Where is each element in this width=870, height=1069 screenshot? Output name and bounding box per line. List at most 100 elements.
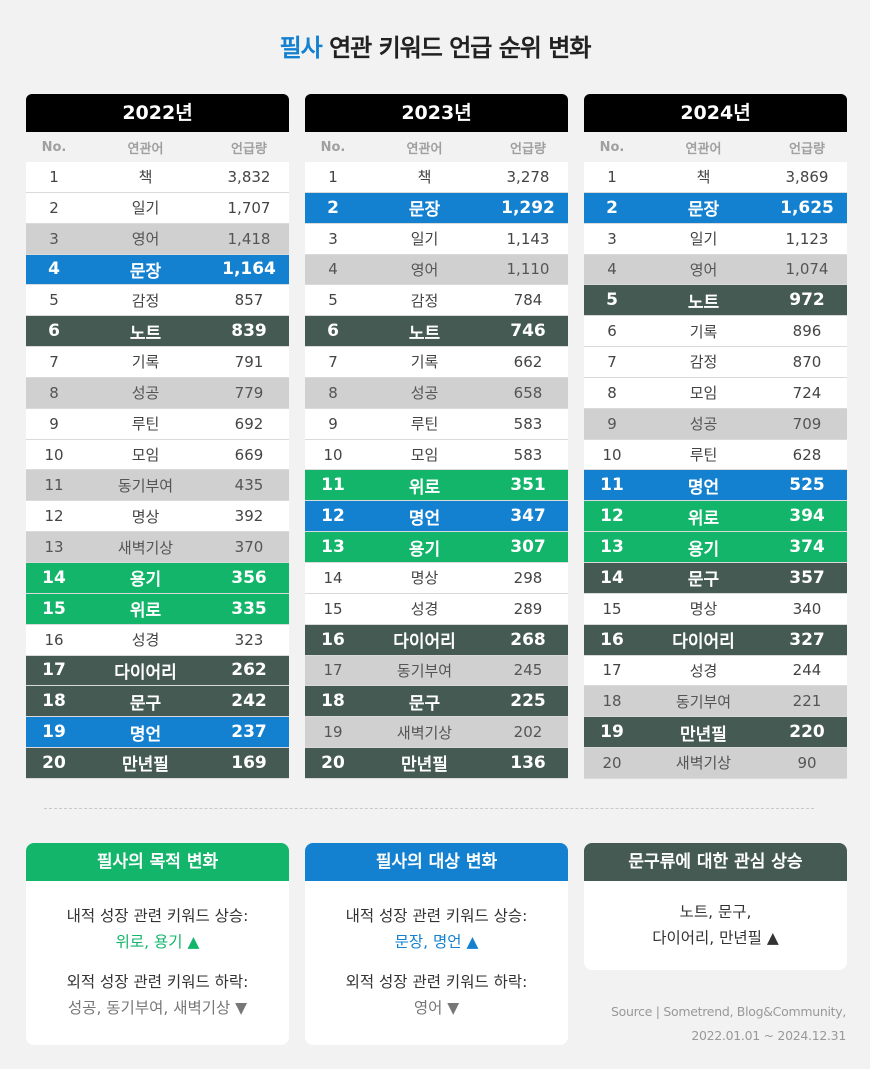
- count-cell: 628: [792, 445, 822, 464]
- rank-cell: 13: [600, 537, 624, 558]
- table-row: 10 루틴 628: [584, 439, 847, 471]
- card-body: 내적 성장 관련 키워드 상승: 위로, 용기 ▲ 외적 성장 관련 키워드 하…: [26, 881, 289, 1021]
- keyword-cell: 위로: [687, 508, 720, 529]
- count-cell: 357: [789, 567, 825, 588]
- table-row: 19 만년필 220: [584, 717, 847, 749]
- rank-cell: 10: [602, 445, 622, 464]
- count-cell: 583: [513, 414, 543, 433]
- card-title: 필사의 목적 변화: [26, 843, 289, 881]
- table-row: 6 노트 839: [26, 316, 289, 348]
- title-rest: 연관 키워드 언급 순위 변화: [321, 34, 591, 62]
- rank-cell: 8: [49, 383, 59, 402]
- count-cell: 262: [231, 660, 267, 681]
- keyword-cell: 용기: [408, 539, 441, 560]
- count-cell: 746: [510, 321, 546, 342]
- count-cell: 1,707: [227, 198, 271, 217]
- count-cell: 242: [231, 691, 267, 712]
- count-cell: 525: [789, 475, 825, 496]
- year-header: 2024년: [584, 94, 847, 132]
- table-row: 20 만년필 136: [305, 748, 568, 779]
- table-row: 16 다이어리 327: [584, 624, 847, 656]
- rank-cell: 4: [48, 259, 60, 280]
- table-row: 2 일기 1,707: [26, 192, 289, 224]
- keyword-cell: 만년필: [401, 755, 448, 776]
- rank-cell: 6: [607, 322, 617, 341]
- table-rows: 1 책 3,832 2 일기 1,707 3 영어 1,418 4 문장 1,164 5 감정 857 6 노트…: [26, 162, 289, 779]
- keyword-cell: 책: [696, 168, 711, 187]
- table-row: 12 명언 347: [305, 501, 568, 533]
- table-2022: 2022년 No. 연관어 언급량 1 책 3,832 2 일기 1,707 3 영어 1,41…: [26, 94, 289, 779]
- table-row: 4 문장 1,164: [26, 254, 289, 286]
- stationery-line-1: 노트, 문구,: [679, 903, 752, 921]
- table-row: 19 새벽기상 202: [305, 717, 568, 749]
- keyword-cell: 성공: [410, 384, 439, 403]
- rank-cell: 20: [602, 753, 622, 772]
- table-row: 16 성경 323: [26, 624, 289, 656]
- keyword-cell: 기록: [410, 353, 439, 372]
- count-cell: 3,869: [785, 167, 829, 186]
- rank-cell: 9: [607, 414, 617, 433]
- rank-cell: 17: [602, 661, 622, 680]
- table-row: 13 용기 374: [584, 532, 847, 563]
- table-row: 14 용기 356: [26, 562, 289, 594]
- rank-cell: 13: [44, 538, 64, 557]
- count-cell: 323: [234, 630, 264, 649]
- count-cell: 307: [510, 537, 546, 558]
- keyword-cell: 동기부여: [117, 476, 174, 495]
- rank-cell: 20: [321, 752, 345, 773]
- table-row: 5 노트 972: [584, 285, 847, 317]
- table-row: 10 모임 669: [26, 439, 289, 471]
- rank-cell: 18: [321, 691, 345, 712]
- rank-cell: 20: [42, 752, 66, 773]
- rank-cell: 11: [44, 476, 64, 495]
- rank-cell: 14: [323, 568, 343, 587]
- card-body: 내적 성장 관련 키워드 상승: 문장, 명언 ▲ 외적 성장 관련 키워드 하…: [305, 881, 568, 1021]
- keyword-cell: 루틴: [410, 415, 439, 434]
- source-note: Source | Sometrend, Blog&Community, 2022…: [611, 1000, 846, 1048]
- table-row: 6 기록 896: [584, 316, 847, 348]
- card-title: 문구류에 대한 관심 상승: [584, 843, 847, 881]
- rank-cell: 3: [607, 229, 617, 248]
- rank-cell: 2: [327, 197, 339, 218]
- table-row: 13 용기 307: [305, 532, 568, 563]
- col-no-header: No.: [41, 139, 67, 155]
- keyword-cell: 책: [138, 168, 153, 187]
- keyword-cell: 기록: [131, 353, 160, 372]
- table-row: 8 모임 724: [584, 377, 847, 409]
- keyword-cell: 다이어리: [393, 632, 456, 653]
- count-cell: 136: [510, 752, 546, 773]
- rank-cell: 17: [42, 660, 66, 681]
- table-row: 1 책 3,278: [305, 162, 568, 193]
- title-accent: 필사: [279, 34, 323, 62]
- keyword-cell: 성경: [689, 661, 718, 680]
- card-title: 필사의 대상 변화: [305, 843, 568, 881]
- rank-cell: 17: [323, 661, 343, 680]
- rise-items: 위로, 용기 ▲: [115, 933, 200, 951]
- table-row: 10 모임 583: [305, 439, 568, 471]
- table-row: 12 위로 394: [584, 501, 847, 533]
- rank-cell: 6: [327, 321, 339, 342]
- keyword-cell: 성경: [131, 631, 160, 650]
- table-rows: 1 책 3,869 2 문장 1,625 3 일기 1,123 4 영어 1,074 5 노트 972 6 기록…: [584, 162, 847, 779]
- rank-cell: 19: [600, 722, 624, 743]
- column-header-row: No. 연관어 언급량: [305, 132, 568, 162]
- table-row: 13 새벽기상 370: [26, 532, 289, 563]
- rank-cell: 16: [44, 630, 64, 649]
- keyword-cell: 루틴: [131, 415, 160, 434]
- table-row: 18 동기부여 221: [584, 686, 847, 718]
- table-2023: 2023년 No. 연관어 언급량 1 책 3,278 2 문장 1,292 3 일기 1,14…: [305, 94, 568, 779]
- count-cell: 245: [513, 661, 543, 680]
- rise-items: 문장, 명언 ▲: [394, 933, 479, 951]
- table-row: 12 명상 392: [26, 501, 289, 533]
- rank-cell: 16: [321, 629, 345, 650]
- count-cell: 583: [513, 445, 543, 464]
- keyword-cell: 노트: [687, 292, 720, 313]
- rank-cell: 11: [600, 475, 624, 496]
- count-cell: 1,418: [227, 229, 271, 248]
- count-cell: 237: [231, 722, 267, 743]
- table-row: 8 성공 779: [26, 377, 289, 409]
- column-header-row: No. 연관어 언급량: [584, 132, 847, 162]
- keyword-cell: 다이어리: [114, 662, 177, 683]
- count-cell: 244: [792, 661, 822, 680]
- card-purpose-change: 필사의 목적 변화 내적 성장 관련 키워드 상승: 위로, 용기 ▲ 외적 성…: [26, 843, 289, 1045]
